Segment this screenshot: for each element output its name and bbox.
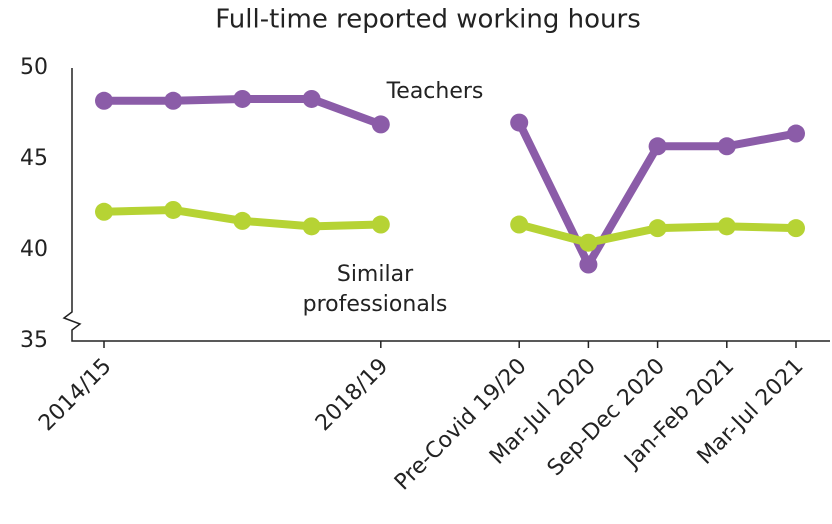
data-point [648, 137, 667, 156]
data-point [510, 113, 529, 132]
data-point [579, 255, 598, 274]
data-point [648, 219, 667, 238]
data-point [302, 217, 321, 236]
data-point [233, 211, 252, 230]
y-tick-label: 35 [20, 328, 48, 353]
data-point [371, 215, 390, 234]
x-tick-label: Pre-Covid 19/20 [390, 354, 532, 496]
y-tick-label: 45 [20, 146, 48, 171]
series-line [104, 94, 797, 269]
x-tick-label: 2018/19 [311, 354, 393, 436]
data-point [717, 137, 736, 156]
data-point [233, 89, 252, 108]
y-tick-label: 50 [20, 55, 48, 80]
series-line [103, 205, 797, 247]
data-point [164, 91, 183, 110]
x-tick-label: Sep-Dec 2020 [543, 354, 670, 481]
series-annotation: Teachers [386, 79, 484, 104]
series-annotation: Similar professionals [302, 262, 448, 317]
data-point [787, 124, 805, 143]
data-point [95, 91, 113, 110]
data-point [164, 200, 183, 219]
data-point [510, 215, 529, 234]
chart-title: Full-time reported working hours [215, 5, 641, 35]
data-point [302, 89, 321, 108]
axes [62, 68, 830, 342]
data-point [787, 219, 805, 238]
data-point [371, 115, 390, 134]
y-tick-label: 40 [20, 237, 48, 262]
data-point [717, 217, 736, 236]
data-point [95, 202, 113, 221]
data-point [579, 233, 598, 252]
x-tick-label: 2014/15 [34, 354, 116, 436]
